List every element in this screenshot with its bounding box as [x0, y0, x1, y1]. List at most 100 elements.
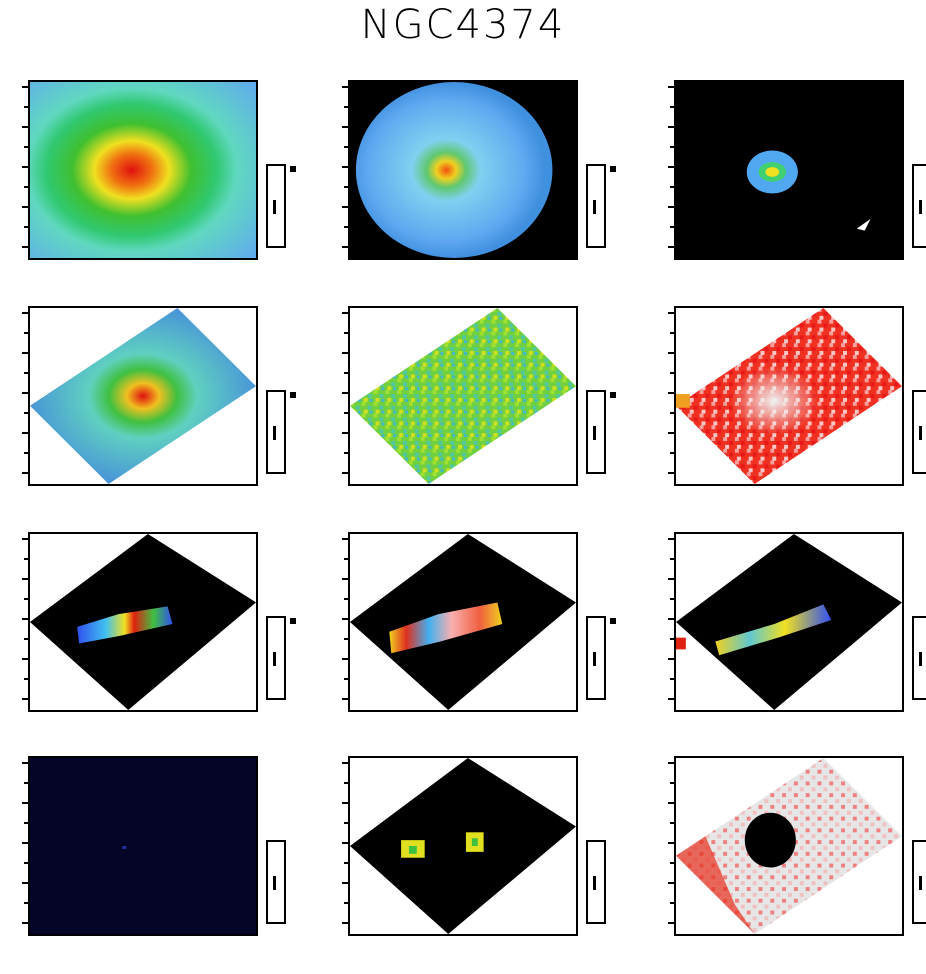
map-plot [348, 532, 578, 712]
y-tick [342, 618, 348, 620]
panel-7 [22, 520, 328, 750]
y-tick [22, 578, 28, 580]
map-plot [28, 532, 258, 712]
y-tick [670, 822, 674, 824]
panel-9 [668, 520, 926, 750]
y-tick [344, 146, 348, 148]
map-plot [28, 756, 258, 936]
y-tick [24, 186, 28, 188]
y-tick [668, 86, 674, 88]
y-tick [22, 618, 28, 620]
y-tick [22, 86, 28, 88]
y-tick [344, 782, 348, 784]
y-tick [342, 578, 348, 580]
x-axis-ticks [674, 262, 904, 272]
y-tick [22, 762, 28, 764]
y-tick [24, 332, 28, 334]
y-tick [670, 862, 674, 864]
y-tick [670, 638, 674, 640]
y-tick [342, 658, 348, 660]
y-tick [344, 412, 348, 414]
map-plot [674, 306, 904, 486]
y-tick [22, 802, 28, 804]
y-tick [342, 206, 348, 208]
y-tick [342, 698, 348, 700]
y-tick [22, 698, 28, 700]
y-tick [344, 862, 348, 864]
colorbar-mark [610, 618, 616, 624]
y-tick [342, 312, 348, 314]
panel-4 [22, 294, 328, 524]
colorbar [586, 840, 606, 924]
y-tick [344, 372, 348, 374]
x-axis-ticks [674, 938, 904, 948]
y-tick [668, 352, 674, 354]
y-tick [668, 126, 674, 128]
y-tick [670, 558, 674, 560]
y-tick [670, 372, 674, 374]
y-tick [668, 658, 674, 660]
colorbar [266, 840, 286, 924]
y-tick [670, 186, 674, 188]
y-tick [668, 618, 674, 620]
x-axis-ticks [28, 714, 258, 724]
y-tick [344, 598, 348, 600]
colorbar [586, 616, 606, 700]
y-tick [22, 392, 28, 394]
map-plot [28, 306, 258, 486]
y-tick [342, 126, 348, 128]
map-plot [348, 306, 578, 486]
y-axis-ticks [342, 756, 348, 936]
y-axis-ticks [22, 306, 28, 486]
panel-11 [342, 744, 648, 974]
y-tick [24, 146, 28, 148]
x-axis-ticks [28, 262, 258, 272]
y-tick [342, 392, 348, 394]
y-tick [668, 882, 674, 884]
map-plot [674, 532, 904, 712]
y-tick [22, 922, 28, 924]
y-tick [24, 902, 28, 904]
colorbar-mark [290, 392, 296, 398]
y-tick [670, 226, 674, 228]
y-tick [22, 842, 28, 844]
y-tick [670, 782, 674, 784]
colorbar [266, 164, 286, 248]
y-tick [670, 902, 674, 904]
y-axis-ticks [668, 756, 674, 936]
y-tick [342, 538, 348, 540]
colorbar [912, 616, 926, 700]
colorbar [912, 390, 926, 474]
y-tick [342, 802, 348, 804]
map-plot [348, 756, 578, 936]
y-tick [668, 578, 674, 580]
y-tick [668, 762, 674, 764]
y-tick [24, 558, 28, 560]
y-tick [22, 312, 28, 314]
panel-1 [22, 68, 328, 298]
y-tick [22, 432, 28, 434]
x-axis-ticks [28, 488, 258, 498]
colorbar [586, 164, 606, 248]
y-tick [344, 106, 348, 108]
y-tick [24, 412, 28, 414]
y-tick [24, 106, 28, 108]
y-axis-ticks [668, 532, 674, 712]
x-axis-ticks [348, 262, 578, 272]
x-axis-ticks [674, 714, 904, 724]
map-plot [28, 80, 258, 260]
colorbar-mark [610, 166, 616, 172]
y-tick [344, 332, 348, 334]
y-tick [670, 598, 674, 600]
y-tick [24, 862, 28, 864]
panel-10 [22, 744, 328, 974]
panel-2 [342, 68, 648, 298]
panel-6 [668, 294, 926, 524]
y-tick [24, 226, 28, 228]
y-tick [668, 538, 674, 540]
y-tick [342, 922, 348, 924]
x-axis-ticks [28, 938, 258, 948]
y-axis-ticks [22, 80, 28, 260]
y-tick [22, 166, 28, 168]
y-tick [344, 226, 348, 228]
